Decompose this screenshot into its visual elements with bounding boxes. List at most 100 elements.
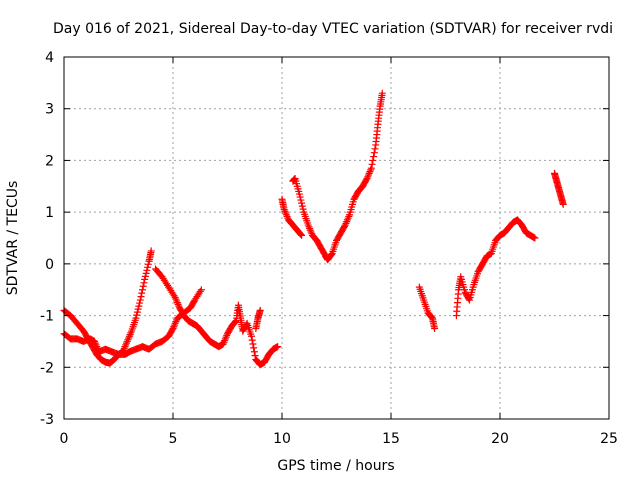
data-point	[133, 311, 141, 319]
data-point	[282, 209, 290, 217]
grid	[64, 57, 609, 419]
data-point	[306, 225, 314, 233]
data-point	[370, 149, 378, 157]
data-point	[125, 332, 133, 340]
data-point	[343, 218, 351, 226]
data-point	[147, 247, 155, 255]
data-point	[220, 338, 228, 346]
data-point	[296, 193, 304, 201]
y-axis-title: SDTVAR / TECUs	[5, 181, 21, 296]
data-point	[343, 216, 351, 224]
data-point	[143, 266, 151, 274]
data-point	[137, 293, 145, 301]
x-tick-label: 15	[382, 431, 400, 447]
data-point	[249, 340, 257, 348]
data-point	[144, 260, 152, 268]
data-point	[251, 352, 259, 360]
data-point	[125, 334, 133, 342]
data-point	[305, 223, 313, 231]
data-point	[121, 343, 129, 351]
data-point	[197, 286, 205, 294]
data-point	[342, 219, 350, 227]
data-point	[378, 89, 386, 97]
data-point	[465, 295, 473, 303]
data-point	[171, 293, 179, 301]
data-point	[175, 302, 183, 310]
x-tick-label: 20	[491, 431, 509, 447]
data-point	[344, 214, 352, 222]
y-tick-label: -2	[40, 360, 54, 376]
chart-title: Day 016 of 2021, Sidereal Day-to-day VTE…	[53, 21, 613, 37]
data-point	[170, 323, 178, 331]
data-point	[295, 190, 303, 198]
data-point	[171, 319, 179, 327]
x-tick-label: 0	[60, 431, 69, 447]
data-point	[297, 196, 305, 204]
data-point	[366, 168, 374, 176]
data-point	[136, 299, 144, 307]
data-point	[168, 326, 176, 334]
data-point	[364, 173, 372, 181]
data-point	[172, 318, 180, 326]
data-point	[280, 206, 288, 214]
y-tick-label: 4	[45, 50, 54, 66]
data-point	[231, 318, 239, 326]
y-tick-label: -1	[40, 309, 54, 325]
data-point	[122, 339, 130, 347]
x-axis-title: GPS time / hours	[277, 458, 394, 474]
data-point	[281, 207, 289, 215]
data-point	[219, 340, 227, 348]
data-point	[306, 226, 314, 234]
data-point	[173, 297, 181, 305]
data-point	[221, 337, 229, 345]
data-point	[138, 289, 146, 297]
data-point	[126, 331, 134, 339]
y-tick-label: 3	[45, 102, 54, 118]
data-point	[124, 336, 132, 344]
data-point	[299, 205, 307, 213]
data-point	[250, 344, 258, 352]
data-point	[120, 344, 128, 352]
data-point	[122, 341, 130, 349]
data-point	[364, 171, 372, 179]
data-point	[368, 160, 376, 168]
data-point	[141, 272, 149, 280]
data-point	[327, 251, 335, 259]
data-point	[559, 200, 567, 208]
data-point	[371, 145, 379, 153]
data-point	[363, 175, 371, 183]
data-point	[174, 300, 182, 308]
data-point	[370, 153, 378, 161]
data-point	[173, 299, 181, 307]
y-tick-label: 1	[45, 205, 54, 221]
data-point	[142, 269, 150, 277]
axis-ticks: 0 5 10 15 20 25 -3 -2 -1 0 1 2 3 4	[40, 50, 618, 447]
data-point	[127, 329, 135, 337]
data-point	[298, 199, 306, 207]
data-point	[283, 212, 291, 220]
x-tick-label: 10	[273, 431, 291, 447]
data-point	[345, 212, 353, 220]
x-tick-label: 25	[600, 431, 618, 447]
data-point	[296, 230, 304, 238]
data-point	[307, 228, 315, 236]
data-point	[144, 263, 152, 271]
data-point	[367, 164, 375, 172]
data-point	[297, 231, 305, 239]
data-point	[133, 308, 141, 316]
data-point	[123, 337, 131, 345]
data-point	[256, 306, 264, 314]
data-point	[282, 211, 290, 219]
data-point	[298, 202, 306, 210]
data-point	[140, 279, 148, 287]
x-tick-label: 5	[169, 431, 178, 447]
data-point	[341, 221, 349, 229]
data-point	[231, 318, 239, 326]
data-point	[247, 332, 255, 340]
data-point	[169, 325, 177, 332]
data-point	[340, 222, 348, 230]
data-point	[223, 331, 231, 339]
data-point	[135, 302, 143, 310]
data-point	[365, 169, 373, 177]
data-point	[222, 333, 230, 341]
